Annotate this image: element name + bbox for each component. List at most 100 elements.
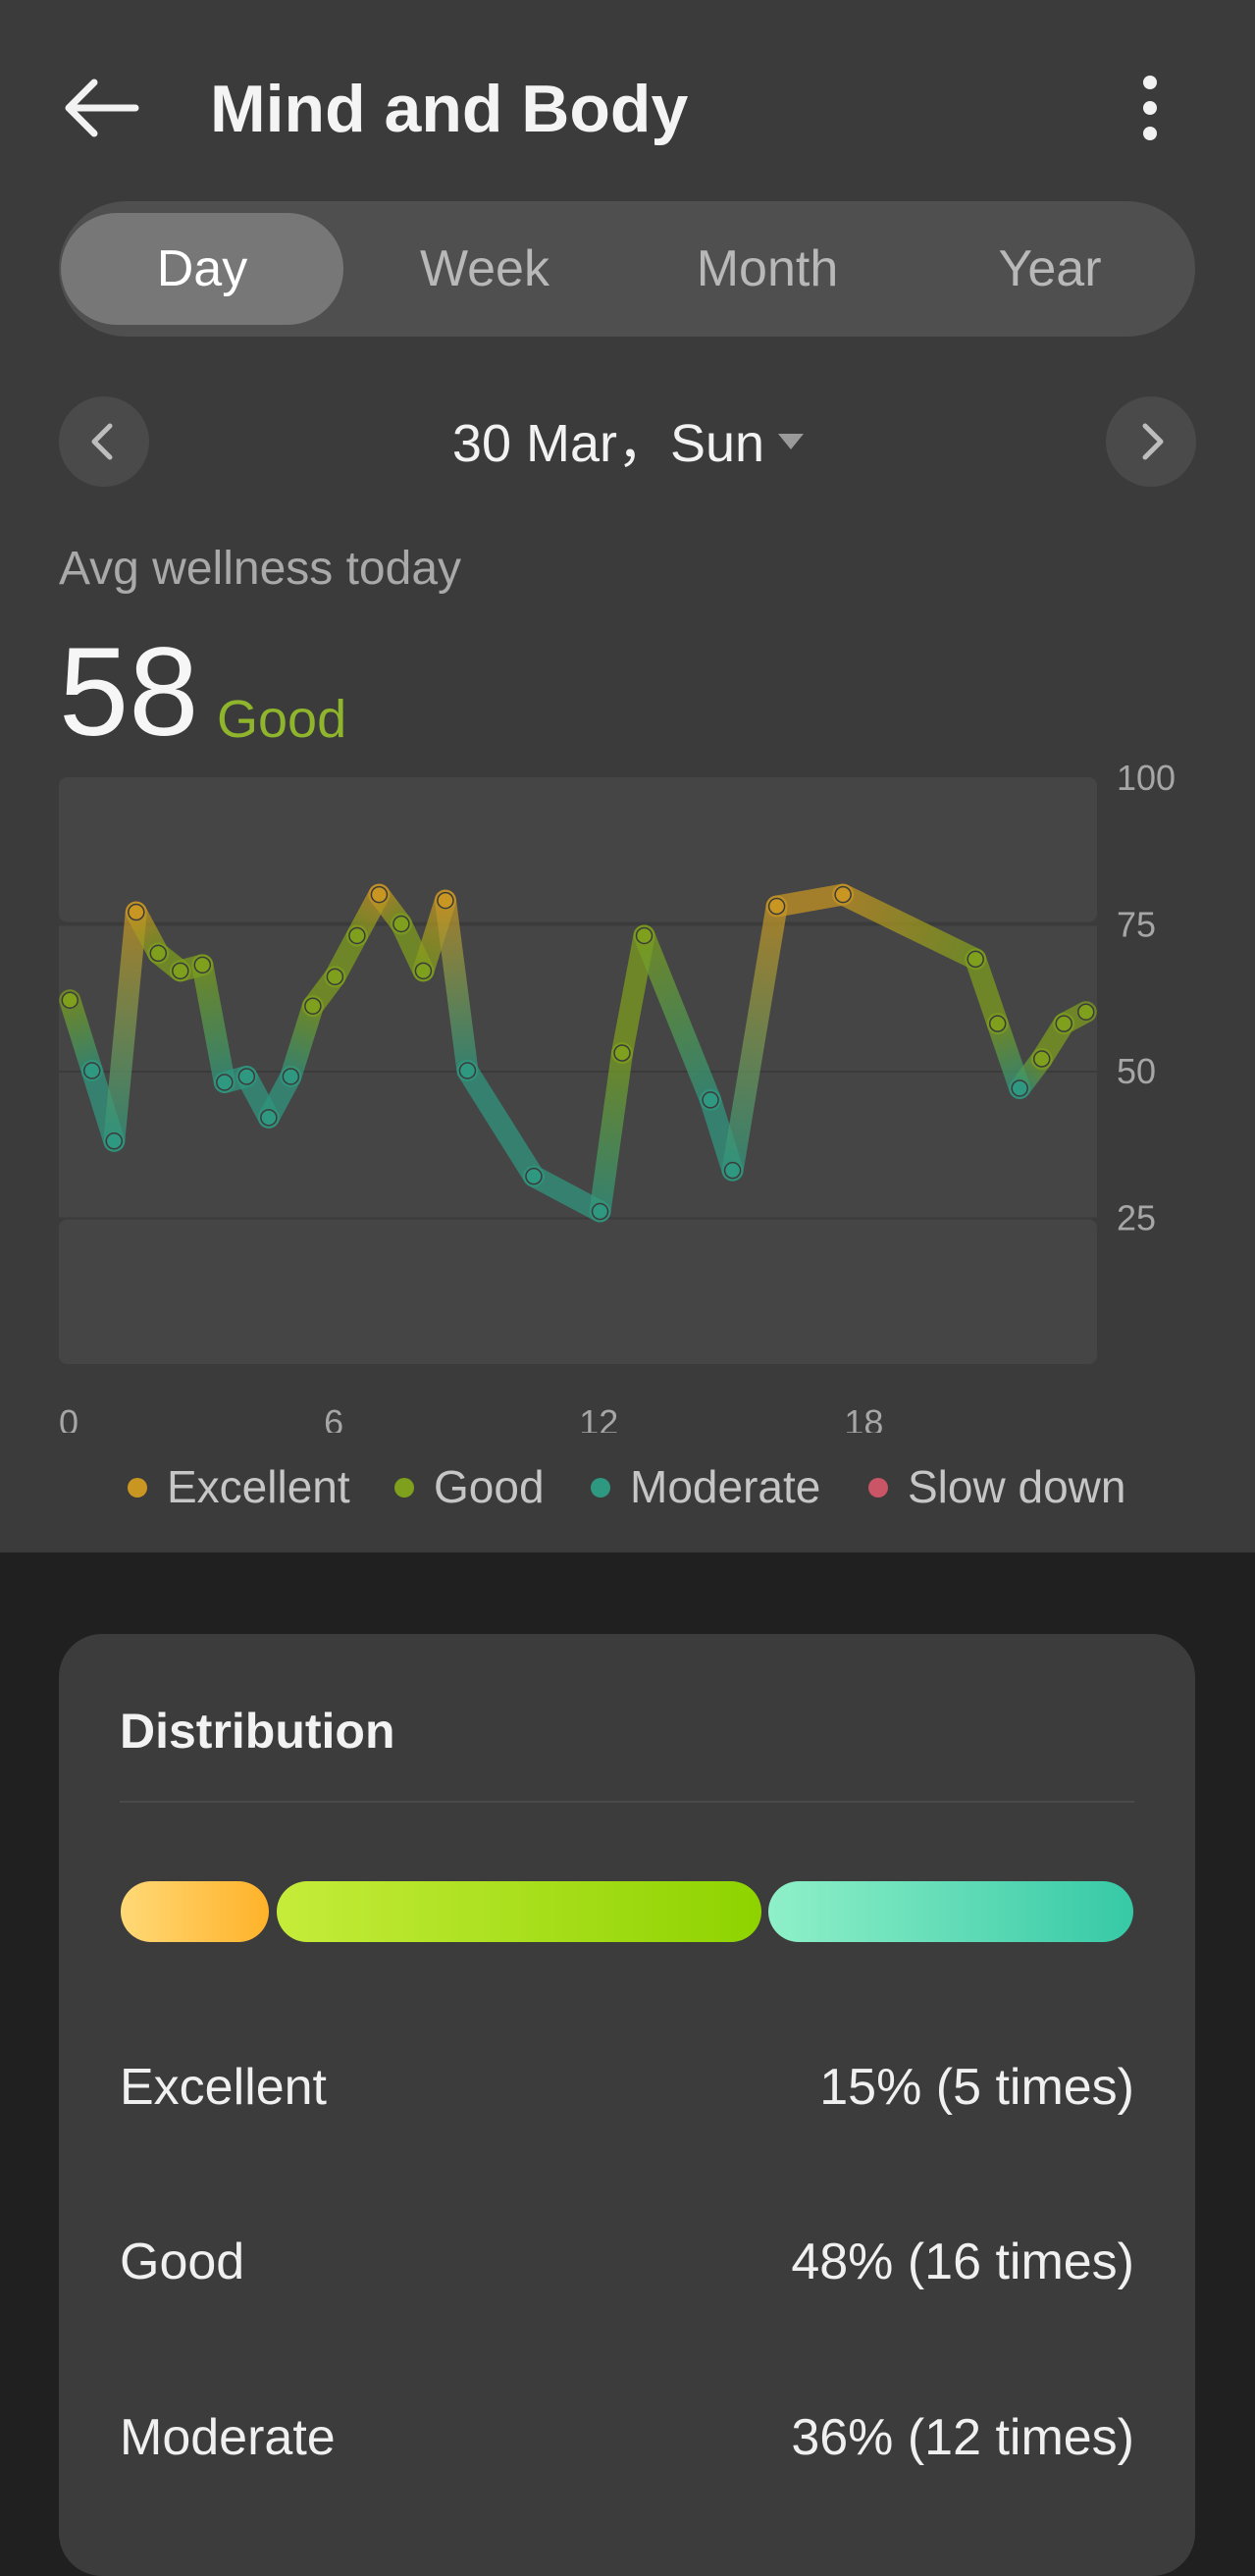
y-tick-label: 100 xyxy=(1117,758,1176,798)
chart-point xyxy=(193,956,212,974)
legend-label-excellent: Excellent xyxy=(167,1461,350,1512)
chart-point xyxy=(414,962,433,980)
distribution-title: Distribution xyxy=(120,1704,395,1759)
distribution-bar-excellent xyxy=(121,1881,269,1942)
mind-body-section: Mind and Body Day Week Month Year 30 Mar… xyxy=(0,0,1255,1552)
chart-point xyxy=(237,1068,256,1085)
x-tick-label: 6 xyxy=(324,1402,343,1433)
chart-line-segment xyxy=(522,1165,611,1223)
header: Mind and Body xyxy=(0,0,1255,196)
distribution-row-excellent: Excellent 15% (5 times) xyxy=(120,2048,1134,2127)
chart-point xyxy=(392,915,410,933)
chart-point xyxy=(348,926,366,945)
chart-point xyxy=(767,897,786,916)
chart-line-segment xyxy=(765,883,855,918)
chart-point xyxy=(437,891,454,910)
chart-point xyxy=(1076,1003,1095,1021)
legend-dot-moderate xyxy=(591,1477,610,1498)
chart-point xyxy=(635,926,654,945)
distribution-card: Distribution Excellent 15% (5 times) Goo… xyxy=(59,1634,1195,2576)
distribution-row-label: Moderate xyxy=(120,2409,336,2466)
chart-line-segment xyxy=(633,924,722,1111)
distribution-row-good: Good 48% (16 times) xyxy=(120,2223,1134,2301)
chart-point xyxy=(1011,1079,1028,1097)
chevron-left-icon xyxy=(91,423,113,460)
chart-line-segment xyxy=(965,948,1009,1035)
distribution-bar-moderate xyxy=(768,1881,1133,1942)
chart-legend: Excellent Good Moderate Slow down xyxy=(0,1452,1255,1521)
chart-line-segment xyxy=(59,989,103,1081)
wellness-chart: 25 50 75 100 0 6 12 18 xyxy=(59,758,1176,1433)
chart-point xyxy=(702,1091,719,1109)
legend-good: Good xyxy=(394,1452,545,1521)
arrow-left-icon xyxy=(65,79,139,137)
distribution-row-value: 36% (12 times) xyxy=(791,2409,1134,2466)
y-tick-label: 75 xyxy=(1117,905,1156,945)
distribution-row-label: Good xyxy=(120,2234,245,2290)
chevron-right-icon xyxy=(1142,423,1164,460)
legend-dot-slow-down xyxy=(868,1477,888,1498)
chart-line-segment xyxy=(191,954,235,1093)
date-selector[interactable]: 30 Mar，Sun xyxy=(412,404,844,483)
chart-point xyxy=(128,903,145,921)
tab-year[interactable]: Year xyxy=(998,240,1102,297)
avg-wellness-label: Avg wellness today xyxy=(59,543,462,595)
chart-line-segment xyxy=(589,1042,634,1223)
chart-point xyxy=(105,1132,124,1150)
distribution-row-value: 15% (5 times) xyxy=(819,2059,1134,2116)
back-button[interactable] xyxy=(59,69,147,147)
y-tick-label: 50 xyxy=(1117,1051,1156,1091)
legend-label-good: Good xyxy=(434,1461,545,1512)
chart-line-segment xyxy=(280,995,324,1087)
legend-slow-down: Slow down xyxy=(868,1452,1125,1521)
chart-point xyxy=(988,1015,1007,1032)
chart-point xyxy=(216,1074,234,1091)
more-vertical-icon xyxy=(1143,76,1157,140)
chart-point xyxy=(723,1161,742,1180)
tab-month[interactable]: Month xyxy=(696,240,839,297)
caret-down-icon xyxy=(778,433,805,449)
distribution-row-moderate: Moderate 36% (12 times) xyxy=(120,2398,1134,2477)
divider xyxy=(120,1801,1134,1803)
x-tick-label: 18 xyxy=(844,1402,883,1433)
next-day-button[interactable] xyxy=(1106,396,1196,487)
date-label: 30 Mar，Sun xyxy=(451,414,765,473)
chart-line-segment xyxy=(832,883,987,971)
chart-point xyxy=(304,997,322,1015)
chart-point xyxy=(172,962,189,980)
more-options-button[interactable] xyxy=(1128,69,1172,147)
tab-week[interactable]: Week xyxy=(420,240,549,297)
previous-day-button[interactable] xyxy=(59,396,149,487)
chart-line-segment xyxy=(434,889,479,1081)
chart-point xyxy=(83,1062,101,1079)
chart-point xyxy=(967,950,984,969)
legend-moderate: Moderate xyxy=(591,1452,820,1521)
chart-point xyxy=(149,944,168,963)
avg-wellness-value: 58 xyxy=(59,622,199,762)
avg-wellness-status: Good xyxy=(217,690,347,749)
chart-grid-band xyxy=(59,777,1097,922)
chart-grid-band xyxy=(59,925,1097,1071)
chart-point xyxy=(370,885,389,904)
page-title: Mind and Body xyxy=(210,72,689,146)
chart-line-segment xyxy=(721,895,788,1182)
chart-point xyxy=(834,885,852,904)
chart-point xyxy=(61,991,79,1009)
tab-day[interactable]: Day xyxy=(61,213,343,325)
chart-point xyxy=(1055,1015,1072,1032)
legend-dot-excellent xyxy=(128,1477,147,1498)
chart-point xyxy=(525,1167,543,1185)
y-tick-label: 25 xyxy=(1117,1198,1156,1238)
chart-line-segment xyxy=(103,901,147,1152)
distribution-row-value: 48% (16 times) xyxy=(791,2234,1134,2290)
chart-point xyxy=(458,1062,477,1079)
chart-point xyxy=(613,1044,631,1062)
distribution-row-label: Excellent xyxy=(120,2059,327,2116)
chart-point xyxy=(591,1202,609,1221)
legend-dot-good xyxy=(394,1477,414,1498)
chart-point xyxy=(326,968,344,986)
distribution-bar-good xyxy=(277,1881,761,1942)
chart-line-segment xyxy=(456,1060,545,1187)
legend-label-moderate: Moderate xyxy=(630,1461,821,1512)
chart-point xyxy=(260,1109,278,1127)
